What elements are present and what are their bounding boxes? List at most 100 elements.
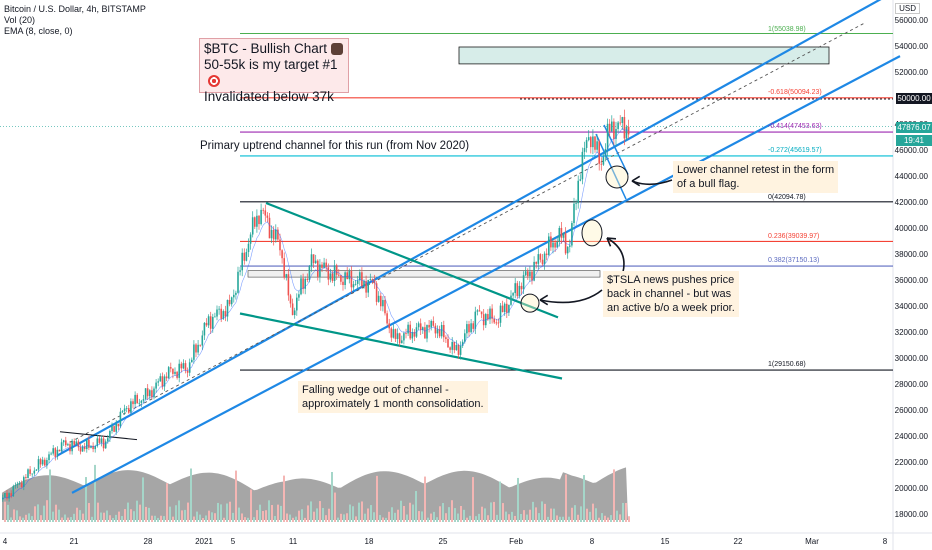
candle-body — [527, 271, 529, 277]
candle-body — [96, 438, 99, 447]
volume-bar — [619, 514, 621, 522]
volume-bar — [457, 513, 459, 522]
volume-bar — [166, 483, 168, 522]
candle-body — [554, 242, 556, 248]
volume-bar — [112, 517, 114, 522]
candle-body — [117, 423, 120, 427]
candle-body — [419, 323, 422, 331]
candle-body — [111, 426, 113, 431]
candle-body — [319, 264, 321, 277]
volume-bar — [247, 517, 249, 522]
candle-body — [256, 215, 258, 227]
volume-bar — [577, 514, 579, 522]
candle-body — [27, 469, 29, 479]
y-tick-label: 40000.00 — [894, 224, 928, 233]
candle-body — [531, 271, 533, 281]
candle-body — [359, 272, 361, 281]
candle-body — [566, 246, 569, 254]
volume-bar — [460, 505, 462, 522]
volume-bar — [412, 504, 414, 522]
volume-bar — [607, 517, 609, 522]
candle-body — [195, 344, 197, 353]
candle-body — [497, 322, 500, 324]
candle-body — [230, 297, 233, 305]
volume-bar — [370, 505, 372, 522]
volume-bar — [25, 514, 27, 522]
candle-body — [94, 446, 96, 450]
candle-body — [260, 209, 262, 225]
candle-body — [136, 394, 138, 404]
bull-flag-line-1: Lower channel retest in the form — [677, 164, 835, 176]
volume-bar — [103, 512, 105, 522]
volume-bar — [445, 513, 447, 522]
y-tick-label: 20000.00 — [894, 484, 928, 493]
volume-bar — [82, 513, 84, 522]
candle-body — [510, 295, 512, 305]
candle-body — [197, 344, 199, 353]
legend-symbol[interactable]: Bitcoin / U.S. Dollar, 4h, BITSTAMP — [4, 4, 146, 14]
candle-body — [340, 275, 342, 282]
volume-bar — [301, 509, 303, 522]
volume-bar — [517, 477, 519, 522]
y-tick-label: 38000.00 — [894, 250, 928, 259]
candle-body — [451, 341, 453, 350]
y-tick-label: 36000.00 — [894, 276, 928, 285]
volume-bar — [259, 504, 261, 522]
candle-body — [535, 261, 537, 264]
y-tick-label: 34000.00 — [894, 302, 928, 311]
volume-bar — [136, 500, 138, 522]
target-icon — [208, 75, 220, 88]
volume-bar — [346, 513, 348, 522]
volume-bar — [604, 515, 606, 522]
candle-body — [560, 227, 563, 238]
legend-ema[interactable]: EMA (8, close, 0) — [4, 26, 73, 36]
volume-bar — [529, 509, 531, 522]
candle-body — [382, 300, 384, 307]
bull-flag-marker — [605, 165, 629, 189]
candle-body — [67, 444, 69, 446]
candle-body — [178, 363, 180, 378]
candle-body — [254, 217, 256, 227]
currency-label[interactable]: USD — [895, 3, 920, 14]
volume-bar — [502, 503, 504, 522]
volume-bar — [196, 511, 198, 522]
candle-body — [445, 337, 447, 339]
candle-body — [524, 271, 527, 276]
early-resistance-line — [59, 431, 138, 441]
target-price-tag: 50000.00 — [896, 93, 932, 104]
candle-body — [237, 271, 239, 293]
candle-body — [184, 363, 187, 371]
volume-bar — [184, 509, 186, 522]
volume-bar — [64, 514, 66, 522]
candle-body — [455, 345, 458, 351]
legend-volume[interactable]: Vol (20) — [4, 15, 36, 25]
candle-body — [501, 305, 504, 313]
candle-body — [304, 278, 306, 289]
candle-body — [115, 423, 117, 432]
candle-body — [550, 236, 552, 248]
volume-bar — [121, 516, 123, 522]
candle-body — [537, 254, 540, 264]
candle-body — [472, 323, 474, 329]
candle-body — [489, 308, 491, 320]
volume-bar — [556, 515, 558, 522]
volume-bar — [28, 513, 30, 522]
volume-bar — [448, 507, 450, 522]
candle-body — [81, 446, 84, 452]
candle-body — [478, 310, 481, 312]
candle-body — [199, 344, 201, 346]
candle-body — [581, 151, 584, 180]
candle-body — [346, 272, 348, 280]
candle-body — [296, 297, 298, 311]
channel-lower-line — [71, 55, 901, 494]
volume-bar — [142, 477, 144, 522]
candle-body — [600, 163, 603, 165]
candle-body — [558, 227, 561, 242]
candle-body — [606, 123, 609, 150]
volume-bar — [157, 517, 159, 522]
volume-bar — [115, 514, 117, 522]
volume-bar — [400, 500, 402, 522]
volume-bar — [130, 509, 132, 522]
volume-bar — [97, 502, 99, 522]
